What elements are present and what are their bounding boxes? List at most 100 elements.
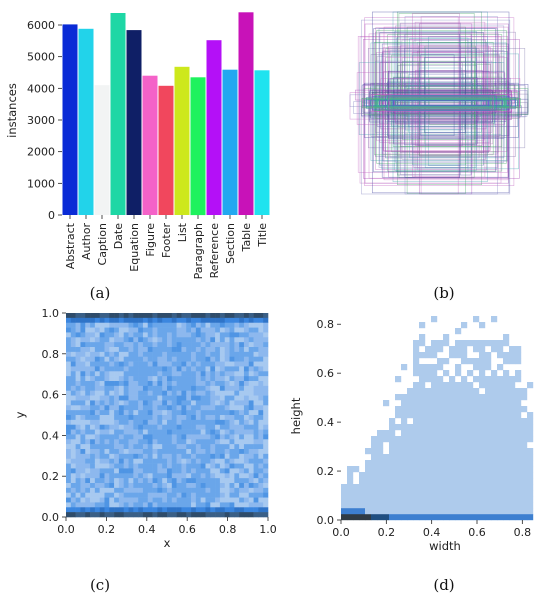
heatmap-cell xyxy=(85,434,91,440)
heatmap-cell xyxy=(234,317,240,324)
heatmap-cell xyxy=(413,406,420,413)
heatmap-cell xyxy=(80,327,86,333)
heatmap-cell xyxy=(229,313,235,319)
heatmap-cell xyxy=(509,394,516,401)
heatmap-cell xyxy=(191,361,197,367)
heatmap-cell xyxy=(118,342,125,348)
heatmap-cell xyxy=(157,492,163,498)
heatmap-cell xyxy=(186,483,192,489)
heatmap-cell xyxy=(449,484,456,491)
heatmap-cell xyxy=(162,512,168,518)
y-tick-label: 1000 xyxy=(27,177,55,190)
heatmap-cell xyxy=(147,473,153,479)
heatmap-cell xyxy=(215,424,221,430)
heatmap-cell xyxy=(485,364,492,371)
heatmap-cell xyxy=(99,502,105,508)
heatmap-cell xyxy=(205,400,211,406)
heatmap-cell xyxy=(128,347,134,353)
heatmap-cell xyxy=(167,483,173,489)
heatmap-cell xyxy=(176,473,182,479)
heatmap-cell xyxy=(167,512,173,518)
y-tick-label: 0.6 xyxy=(317,367,335,380)
heatmap-cell xyxy=(219,381,226,387)
heatmap-cell xyxy=(473,466,480,473)
heatmap-cell xyxy=(419,514,426,521)
heatmap-cell xyxy=(138,381,144,387)
heatmap-cell xyxy=(371,478,378,485)
heatmap-cell xyxy=(248,410,254,416)
heatmap-cell xyxy=(239,395,245,401)
heatmap-cell xyxy=(138,332,144,338)
heatmap-cell xyxy=(253,502,259,508)
heatmap-cell xyxy=(419,508,426,515)
heatmap-cell xyxy=(152,385,158,392)
heatmap-cell xyxy=(80,512,86,518)
heatmap-cell xyxy=(258,313,264,319)
heatmap-cell xyxy=(205,371,211,377)
heatmap-cell xyxy=(515,406,522,413)
x-tick-label: Table xyxy=(240,223,253,253)
heatmap-cell xyxy=(461,478,468,485)
heatmap-cell xyxy=(443,394,450,401)
heatmap-cell xyxy=(377,454,384,461)
heatmap-cell xyxy=(383,502,390,509)
heatmap-cell xyxy=(419,376,426,383)
heatmap-cell xyxy=(263,492,269,498)
heatmap-cell xyxy=(491,424,498,431)
heatmap-cell xyxy=(142,468,149,474)
x-tick-label: 0.8 xyxy=(514,526,532,539)
heatmap-cell xyxy=(104,434,110,440)
heatmap-cell xyxy=(389,466,396,473)
heatmap-cell xyxy=(85,458,91,464)
heatmap-cell xyxy=(515,514,522,521)
heatmap-cell xyxy=(431,502,438,509)
heatmap-cell xyxy=(123,487,129,494)
heatmap-cell xyxy=(80,361,86,367)
heatmap-cell xyxy=(437,478,444,485)
heatmap-cell xyxy=(99,390,105,396)
heatmap-cell xyxy=(181,492,187,498)
heatmap-cell xyxy=(263,332,269,338)
heatmap-cell xyxy=(118,405,125,411)
heatmap-cell xyxy=(497,352,504,359)
heatmap-cell xyxy=(443,478,450,485)
heatmap-cell xyxy=(80,405,86,411)
heatmap-cell xyxy=(419,484,426,491)
heatmap-cell xyxy=(437,340,444,347)
heatmap-cell xyxy=(234,390,240,396)
heatmap-cell xyxy=(152,502,158,508)
heatmap-cell xyxy=(413,508,420,515)
heatmap-cell xyxy=(200,410,206,416)
heatmap-cell xyxy=(114,371,120,377)
heatmap-cell xyxy=(109,332,115,338)
heatmap-cell xyxy=(243,376,250,382)
heatmap-cell xyxy=(258,351,264,358)
heatmap-cell xyxy=(162,327,168,333)
heatmap-cell xyxy=(109,342,115,348)
heatmap-cell xyxy=(243,381,250,387)
heatmap-cell xyxy=(491,472,498,479)
heatmap-cell xyxy=(234,371,240,377)
heatmap-cell xyxy=(431,448,438,455)
heatmap-cell xyxy=(66,453,72,460)
heatmap-cell xyxy=(253,356,259,362)
heatmap-cell xyxy=(195,337,201,343)
heatmap-cell xyxy=(467,406,474,413)
heatmap-cell xyxy=(413,442,420,449)
heatmap-cell xyxy=(443,400,450,407)
heatmap-cell xyxy=(210,419,216,426)
heatmap-cell xyxy=(80,458,86,464)
heatmap-cell xyxy=(491,370,498,377)
heatmap-cell xyxy=(503,436,510,443)
heatmap-cell xyxy=(407,454,414,461)
heatmap-cell xyxy=(181,453,187,460)
heatmap-cell xyxy=(234,502,240,508)
heatmap-cell xyxy=(401,418,408,425)
heatmap-cell xyxy=(263,390,269,396)
heatmap-cell xyxy=(186,400,192,406)
heatmap-cell xyxy=(128,342,134,348)
heatmap-cell xyxy=(75,376,81,382)
heatmap-cell xyxy=(157,322,163,328)
heatmap-cell xyxy=(239,424,245,430)
heatmap-cell xyxy=(171,400,177,406)
